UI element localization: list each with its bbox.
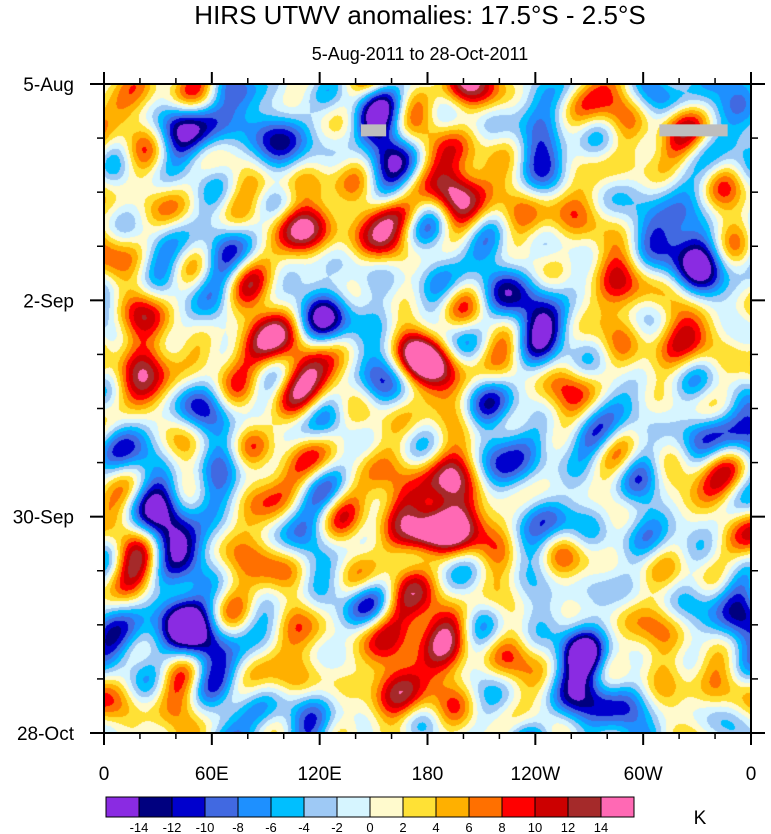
missing-data-patch	[361, 124, 387, 137]
colorbar-label: -12	[163, 820, 182, 834]
colorbar-swatch	[336, 796, 371, 818]
y-tick-label: 5-Aug	[23, 75, 74, 96]
colorbar-swatch	[534, 796, 569, 818]
colorbar-swatch	[402, 796, 437, 818]
colorbar-swatch	[369, 796, 404, 818]
colorbar-label: 10	[528, 820, 542, 834]
colorbar-swatch	[435, 796, 470, 818]
colorbar-label: 2	[399, 820, 406, 834]
colorbar-label: 0	[366, 820, 373, 834]
x-tick-label: 120W	[511, 764, 561, 785]
y-tick-label: 30-Sep	[13, 508, 74, 529]
anomaly-field	[104, 84, 751, 733]
colorbar-swatch	[204, 796, 239, 818]
y-tick-label: 28-Oct	[17, 724, 75, 745]
colorbar-swatch	[237, 796, 272, 818]
x-tick-label: 60E	[195, 764, 229, 785]
y-tick-label: 2-Sep	[23, 291, 74, 312]
colorbar-swatch	[138, 796, 173, 818]
colorbar-swatch	[600, 796, 635, 818]
colorbar-swatch	[468, 796, 503, 818]
colorbar-label: -6	[265, 820, 277, 834]
colorbar-swatch	[567, 796, 602, 818]
colorbar-unit: K	[694, 808, 707, 829]
colorbar-label: -10	[196, 820, 215, 834]
colorbar-label: -8	[232, 820, 244, 834]
missing-data-patch	[659, 124, 728, 137]
x-tick-label: 180	[412, 764, 444, 785]
x-tick-label: 0	[746, 764, 757, 785]
x-tick-label: 120E	[297, 764, 341, 785]
colorbar-label: 14	[594, 820, 608, 834]
colorbar-label: 6	[465, 820, 472, 834]
colorbar-swatch	[270, 796, 305, 818]
colorbar-swatch	[303, 796, 338, 818]
colorbar-label: -4	[298, 820, 310, 834]
colorbar-label: 12	[561, 820, 575, 834]
colorbar-label: -14	[130, 820, 149, 834]
chart-subtitle: 5-Aug-2011 to 28-Oct-2011	[312, 44, 528, 64]
x-tick-label: 0	[99, 764, 110, 785]
colorbar-swatch	[501, 796, 536, 818]
colorbar-label: 4	[432, 820, 439, 834]
x-tick-label: 60W	[624, 764, 663, 785]
colorbar-label: 8	[498, 820, 505, 834]
colorbar-swatch	[171, 796, 206, 818]
chart-title: HIRS UTWV anomalies: 17.5°S - 2.5°S	[194, 0, 645, 30]
colorbar-swatch	[105, 796, 140, 818]
colorbar-label: -2	[331, 820, 343, 834]
